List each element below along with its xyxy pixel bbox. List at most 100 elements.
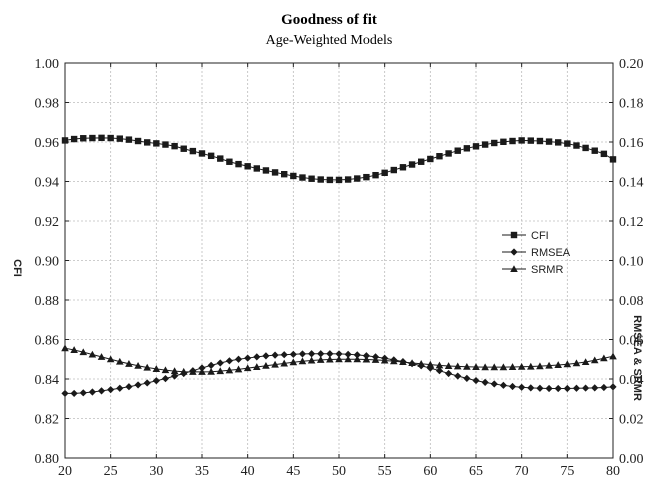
point-cfi xyxy=(299,174,306,181)
y-right-tick-label: 0.12 xyxy=(619,215,644,230)
point-srmr xyxy=(517,362,526,370)
point-cfi xyxy=(153,140,160,147)
point-srmr xyxy=(280,359,288,367)
chart-title: Goodness of fit xyxy=(281,12,377,28)
point-rmsea xyxy=(125,383,133,391)
point-srmr xyxy=(581,358,590,366)
series-srmr xyxy=(61,344,617,375)
point-cfi xyxy=(98,134,105,142)
grid xyxy=(65,63,613,458)
point-rmsea xyxy=(481,378,489,386)
x-tick-label: 35 xyxy=(195,464,209,479)
point-cfi xyxy=(555,139,562,146)
point-rmsea xyxy=(216,359,224,367)
y-left-tick-label: 0.80 xyxy=(35,452,60,467)
point-cfi xyxy=(290,172,297,180)
point-srmr xyxy=(88,350,97,358)
point-rmsea xyxy=(152,377,160,385)
point-srmr xyxy=(353,355,362,363)
point-cfi xyxy=(198,150,206,157)
point-rmsea xyxy=(171,372,179,380)
point-cfi xyxy=(381,169,388,177)
y-left-tick-label: 0.88 xyxy=(35,294,60,309)
point-rmsea xyxy=(116,384,124,392)
point-cfi xyxy=(363,173,370,181)
point-srmr xyxy=(527,362,535,370)
point-srmr xyxy=(399,358,407,366)
point-rmsea xyxy=(253,353,261,361)
point-srmr xyxy=(152,365,161,372)
point-rmsea xyxy=(79,389,87,397)
point-srmr xyxy=(316,356,325,363)
legend-item-cfi: CFI xyxy=(502,230,549,242)
point-srmr xyxy=(572,359,581,367)
point-rmsea xyxy=(161,375,170,383)
point-cfi xyxy=(344,176,352,183)
point-rmsea xyxy=(88,388,96,396)
point-srmr xyxy=(444,362,453,370)
point-cfi xyxy=(573,142,580,149)
point-rmsea xyxy=(198,364,206,372)
point-srmr xyxy=(371,356,380,363)
point-cfi xyxy=(481,141,489,148)
point-srmr xyxy=(326,355,334,363)
legend-marker-srmr xyxy=(510,265,518,273)
point-cfi xyxy=(134,137,142,145)
point-srmr xyxy=(116,357,124,365)
point-rmsea xyxy=(545,384,553,393)
point-cfi xyxy=(354,175,361,182)
point-rmsea xyxy=(582,384,590,392)
y-left-tick-label: 1.00 xyxy=(35,57,60,72)
y-left-tick-label: 0.84 xyxy=(35,373,60,388)
legend-marker-cfi xyxy=(510,231,518,239)
point-srmr xyxy=(271,360,279,368)
point-cfi xyxy=(418,158,425,165)
point-rmsea xyxy=(518,383,526,391)
point-cfi xyxy=(189,147,197,155)
point-cfi xyxy=(180,145,187,152)
point-srmr xyxy=(189,368,197,375)
point-cfi xyxy=(518,137,525,144)
point-srmr xyxy=(380,356,389,364)
point-cfi xyxy=(527,137,534,144)
point-cfi xyxy=(308,175,315,182)
x-tick-label: 40 xyxy=(241,464,255,479)
series-layer xyxy=(61,134,617,398)
point-rmsea xyxy=(107,386,115,394)
legend-item-srmr: SRMR xyxy=(502,264,563,276)
point-rmsea xyxy=(344,350,352,358)
point-cfi xyxy=(463,145,471,152)
point-cfi xyxy=(500,138,507,146)
point-srmr xyxy=(298,357,307,365)
point-rmsea xyxy=(463,374,471,383)
point-srmr xyxy=(106,355,115,363)
point-srmr xyxy=(234,365,243,373)
point-srmr xyxy=(170,367,179,375)
point-rmsea xyxy=(527,384,535,392)
point-rmsea xyxy=(308,350,316,358)
point-rmsea xyxy=(143,379,151,387)
point-cfi xyxy=(472,143,480,150)
point-rmsea xyxy=(499,381,507,389)
point-cfi xyxy=(436,153,443,160)
y-right-tick-label: 0.04 xyxy=(619,373,644,388)
point-cfi xyxy=(271,169,279,176)
point-cfi xyxy=(281,170,288,178)
point-rmsea xyxy=(271,351,279,359)
point-cfi xyxy=(536,137,544,145)
point-rmsea xyxy=(280,351,288,359)
point-cfi xyxy=(582,144,589,152)
point-srmr xyxy=(134,361,142,369)
point-srmr xyxy=(225,366,234,374)
y-right-tick-label: 0.18 xyxy=(619,97,644,112)
point-cfi xyxy=(445,150,452,157)
point-rmsea xyxy=(472,376,480,385)
point-rmsea xyxy=(508,382,517,391)
y-right-tick-label: 0.16 xyxy=(619,136,644,151)
point-cfi xyxy=(171,142,178,150)
point-cfi xyxy=(107,134,114,142)
x-tick-label: 25 xyxy=(104,464,118,479)
point-srmr xyxy=(463,362,471,370)
point-rmsea xyxy=(591,384,599,392)
y-right-tick-label: 0.20 xyxy=(619,57,644,72)
